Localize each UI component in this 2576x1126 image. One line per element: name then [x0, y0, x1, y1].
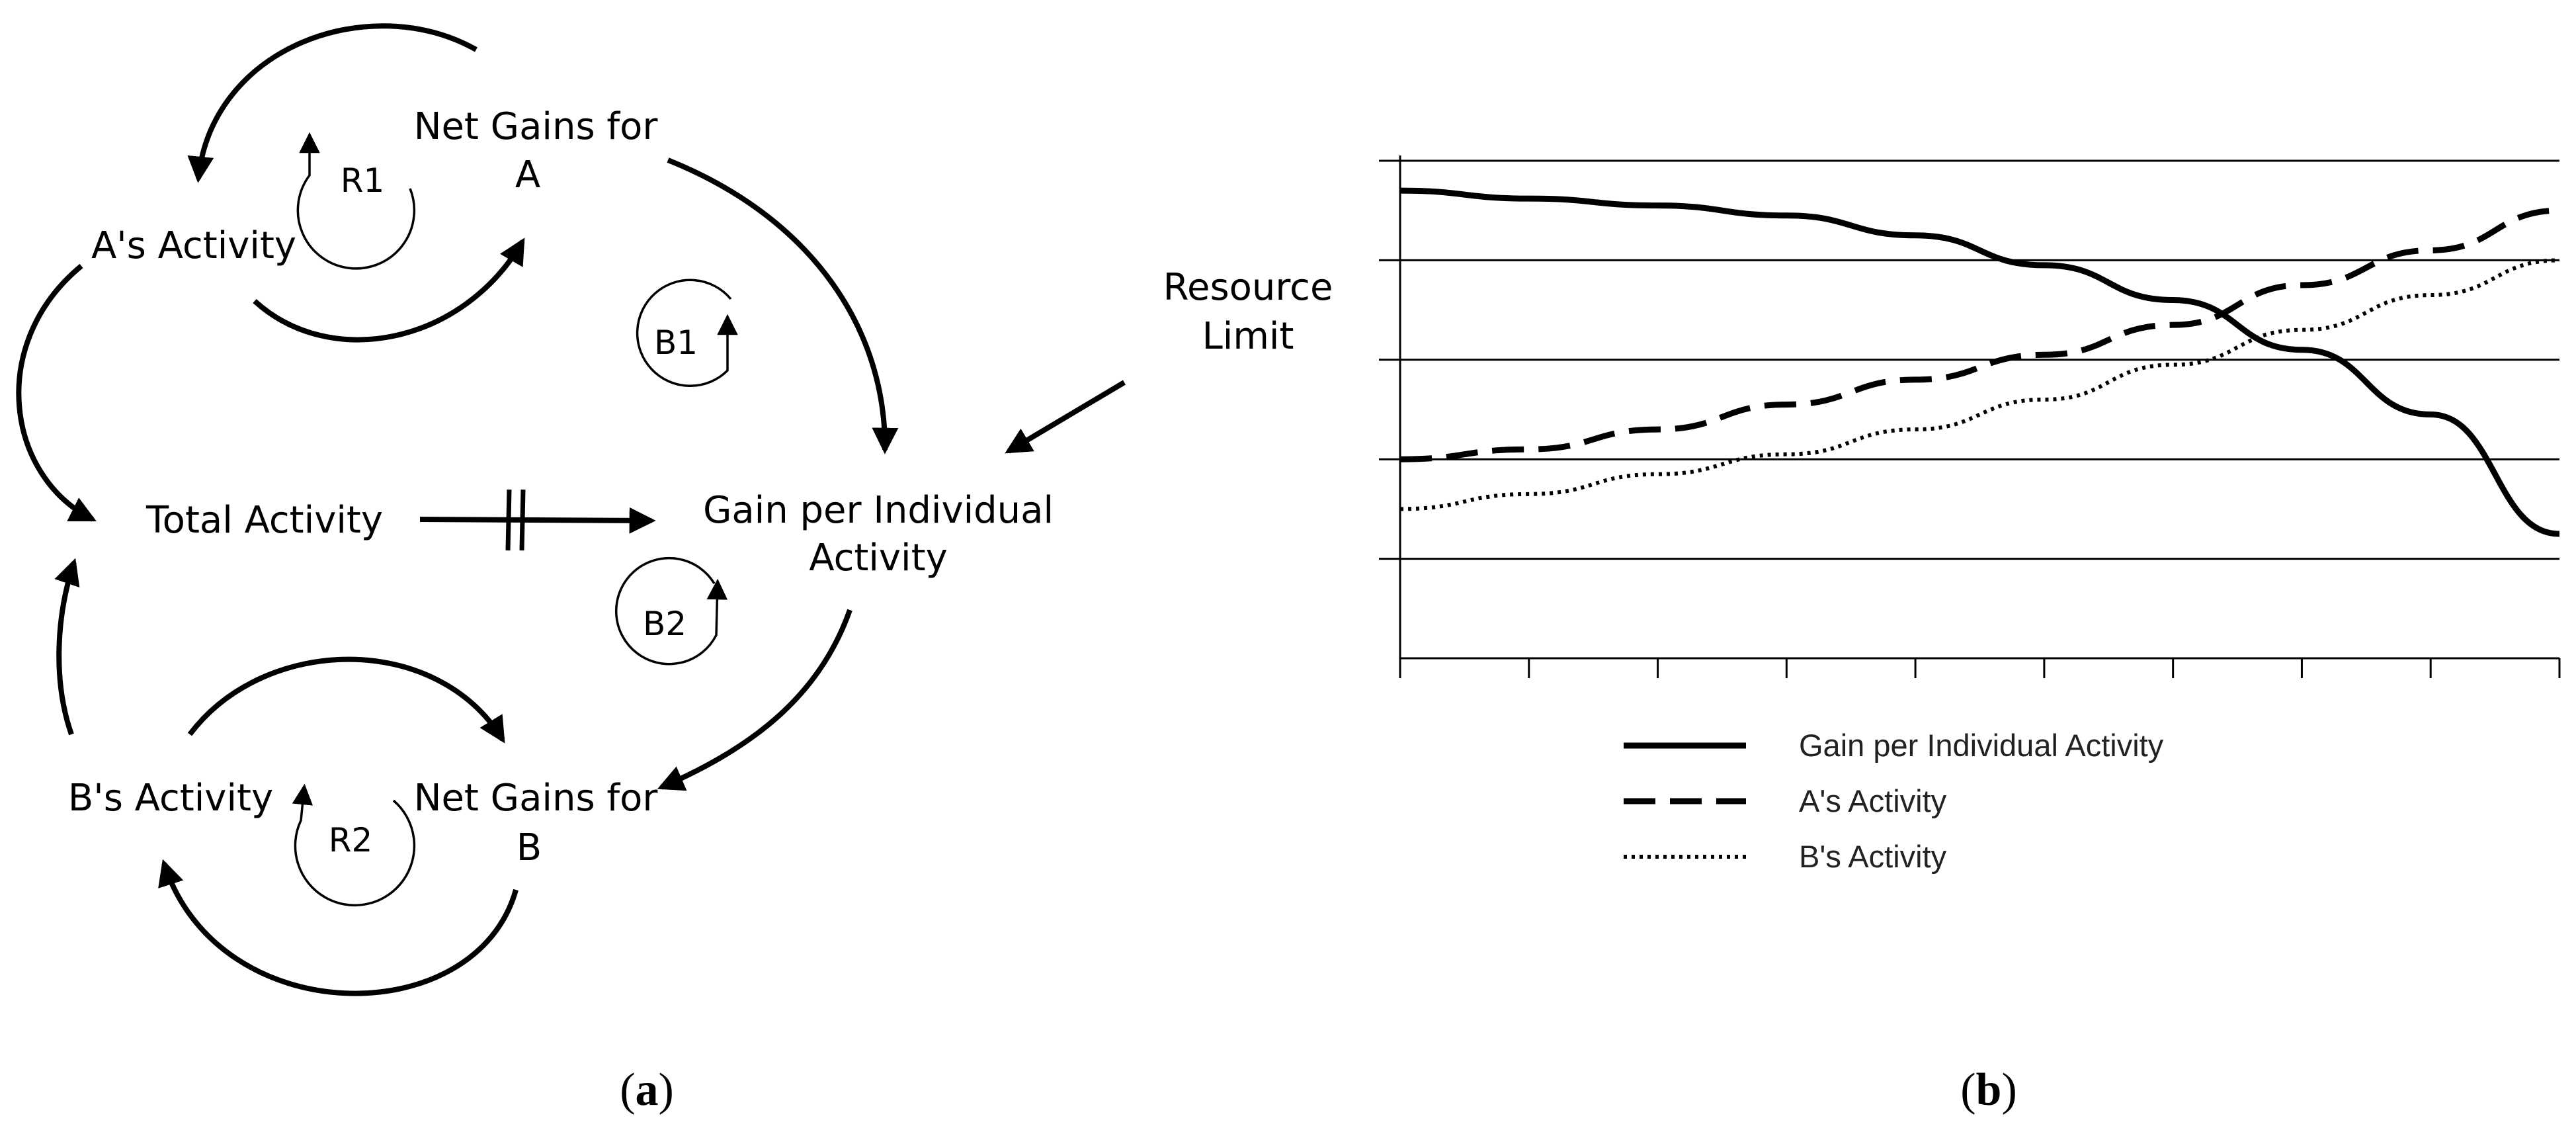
caption-a: (a)	[620, 1064, 674, 1115]
arrow-net-gains-b-to-b-activity	[158, 859, 519, 996]
series-line-1	[1399, 207, 2560, 462]
loop-b1: B1	[636, 279, 738, 387]
loop-r1-label: R1	[341, 161, 385, 200]
series-line-0	[1399, 187, 2560, 537]
chart-axes	[1399, 155, 2561, 678]
loop-b2-label: B2	[643, 605, 686, 643]
node-a-activity: A's Activity	[91, 224, 296, 267]
node-net-gains-a-line1: Net Gains for	[414, 105, 659, 148]
delay-mark-1	[505, 489, 512, 551]
arrow-b-activity-to-net-gains-b	[187, 656, 505, 744]
node-resource-limit-line2: Limit	[1202, 315, 1294, 358]
loop-b2: B2	[614, 556, 728, 666]
arrow-net-gains-a-to-a-activity	[187, 23, 478, 183]
causal-loop-diagram: A's Activity Net Gains for A Total Activ…	[16, 23, 1333, 1115]
chart-series	[1399, 187, 2560, 537]
loop-b1-label: B1	[654, 324, 698, 362]
arrow-resource-limit-to-gain-per-activity	[1005, 380, 1126, 454]
arrow-b-activity-to-total-activity	[54, 558, 80, 736]
arrow-total-activity-to-gain-per-activity	[419, 507, 656, 534]
node-net-gains-a-line2: A	[515, 153, 540, 196]
node-total-activity: Total Activity	[145, 499, 383, 542]
node-b-activity: B's Activity	[68, 777, 273, 820]
legend-label-1: A's Activity	[1799, 783, 1947, 818]
legend-label-2: B's Activity	[1799, 839, 1947, 874]
loop-r2-label: R2	[329, 821, 373, 859]
node-gain-per-activity-line2: Activity	[809, 537, 947, 580]
node-resource-limit-line1: Resource	[1163, 266, 1333, 309]
arrow-gain-per-activity-to-net-gains-b	[657, 609, 852, 791]
chart-grid	[1379, 159, 2559, 560]
series-line-2	[1399, 258, 2560, 511]
caption-b: (b)	[1960, 1064, 2017, 1115]
arrow-net-gains-a-to-gain-per-activity	[667, 157, 899, 455]
loop-r1: R1	[296, 132, 416, 270]
legend-label-0: Gain per Individual Activity	[1799, 728, 2164, 763]
arrow-a-activity-to-total-activity	[16, 263, 97, 522]
node-net-gains-b-line2: B	[517, 826, 542, 869]
arrow-a-activity-to-net-gains-a	[253, 238, 525, 343]
chart-legend: Gain per Individual Activity A's Activity…	[1624, 728, 2164, 874]
node-net-gains-b-line1: Net Gains for	[414, 777, 659, 820]
behavior-chart: Gain per Individual Activity A's Activity…	[1379, 155, 2561, 1115]
node-gain-per-activity-line1: Gain per Individual	[703, 489, 1054, 532]
delay-mark-2	[519, 489, 526, 551]
loop-r2: R2	[292, 783, 416, 907]
